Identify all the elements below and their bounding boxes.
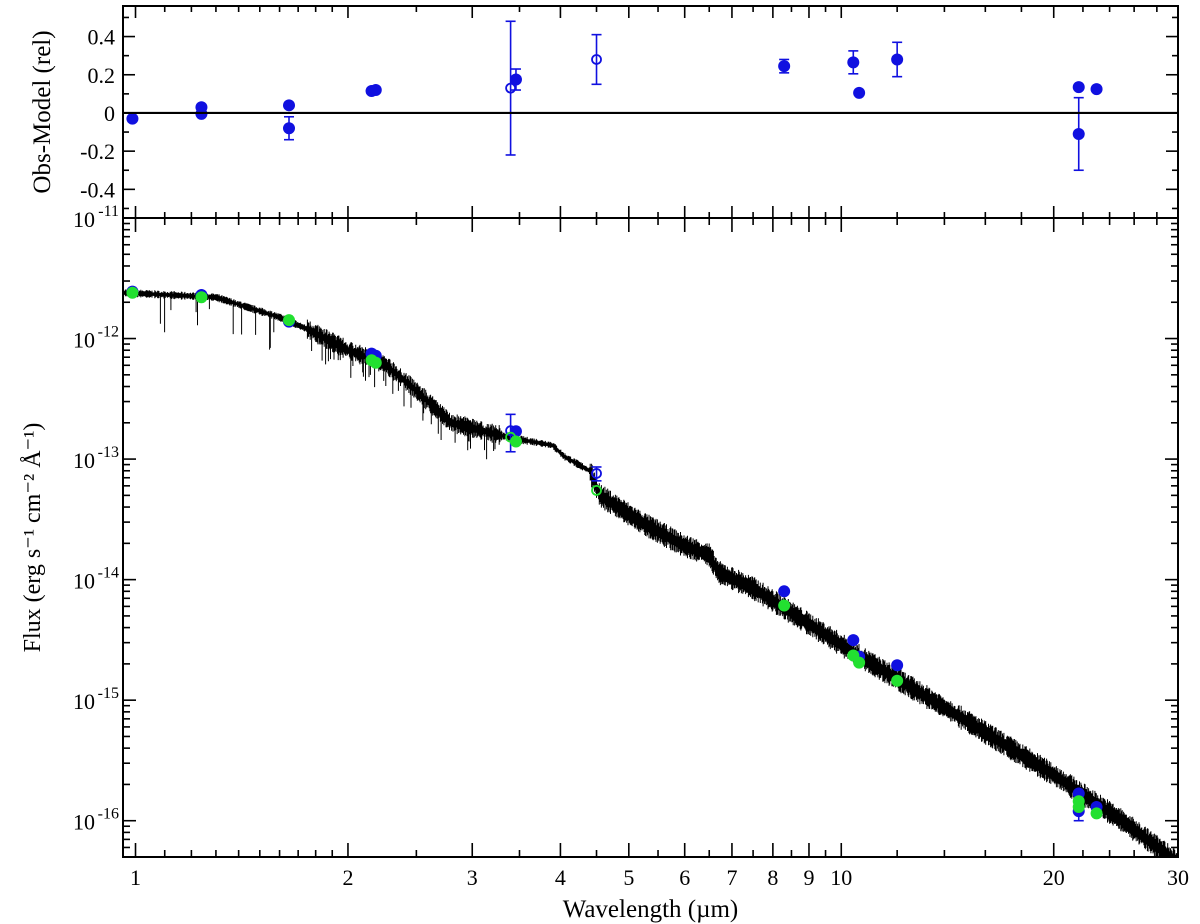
synthetic-flux-point	[126, 286, 139, 299]
residual-y-axis-label: Obs-Model (rel)	[29, 30, 56, 193]
x-tick-label: 9	[803, 865, 814, 890]
synthetic-flux-point	[853, 656, 866, 669]
synthetic-flux-point	[509, 435, 522, 448]
flux-y-tick-exponent: -13	[98, 444, 119, 461]
residual-point	[126, 112, 139, 125]
flux-y-axis-label: Flux (erg s⁻¹ cm⁻² Å⁻¹)	[20, 423, 46, 653]
flux-y-tick-exponent: -12	[98, 324, 119, 341]
flux-y-tick-label: 10	[73, 689, 95, 714]
x-tick-label: 10	[830, 865, 852, 890]
x-tick-label: 4	[555, 865, 566, 890]
flux-y-tick-label: 10	[73, 207, 95, 232]
flux-y-tick-label: 10	[73, 448, 95, 473]
residual-point	[1072, 127, 1085, 140]
sed-panel-frame	[122, 217, 1179, 858]
synthetic-flux-point	[195, 291, 208, 304]
residual-point	[778, 60, 791, 73]
x-tick-label: 20	[1043, 865, 1065, 890]
flux-y-tick-label: 10	[73, 328, 95, 353]
residual-point	[283, 99, 296, 112]
residual-data-points	[126, 20, 1103, 172]
residual-point	[283, 122, 296, 135]
synthetic-flux-point	[891, 674, 904, 687]
model-spectrum	[123, 289, 1178, 856]
axis-ticks	[123, 6, 1179, 858]
synthetic-flux-point	[1072, 800, 1085, 813]
residual-point	[505, 82, 517, 94]
observed-flux-point	[847, 634, 860, 647]
axis-tick-labels: 1 2 3 4 5 6 7 8 9 10 20 300.40.20-0.2-0.410-1110-12…	[73, 25, 1189, 890]
x-tick-label: 5	[623, 865, 634, 890]
x-tick-label: 8	[767, 865, 778, 890]
x-tick-label: 2	[342, 865, 353, 890]
residual-point	[891, 53, 904, 66]
synthetic-flux-point	[283, 314, 296, 327]
residual-point	[1072, 81, 1085, 94]
wavelength-x-axis-label: Wavelength (µm)	[563, 896, 739, 923]
residual-y-tick-label: -0.2	[80, 139, 115, 164]
flux-y-tick-exponent: -11	[98, 203, 119, 220]
residual-point	[847, 56, 860, 69]
residual-point	[509, 73, 522, 86]
residual-y-tick-label: -0.4	[80, 177, 115, 202]
synthetic-flux-point	[369, 356, 382, 369]
residual-point	[369, 84, 382, 97]
observed-flux-point	[509, 425, 522, 438]
residual-y-tick-label: 0.2	[88, 63, 116, 88]
flux-y-tick-exponent: -16	[98, 806, 119, 823]
synthetic-flux-point	[591, 484, 602, 496]
flux-y-tick-label: 10	[73, 810, 95, 835]
sed-data-points	[126, 285, 1103, 822]
residual-point	[1090, 83, 1103, 96]
residual-point	[591, 54, 602, 65]
residual-y-tick-label: 0	[104, 101, 115, 126]
flux-y-tick-exponent: -14	[98, 565, 119, 582]
observed-flux-point	[778, 585, 791, 598]
flux-y-tick-label: 10	[73, 569, 95, 594]
x-tick-label: 6	[679, 865, 690, 890]
x-tick-label: 7	[726, 865, 737, 890]
synthetic-flux-point	[1090, 807, 1103, 820]
x-tick-label: 3	[467, 865, 478, 890]
residual-y-tick-label: 0.4	[88, 25, 116, 50]
synthetic-flux-point	[778, 599, 791, 612]
residual-point	[853, 86, 866, 99]
flux-y-tick-exponent: -15	[98, 685, 119, 702]
x-tick-label: 1	[130, 865, 141, 890]
observed-flux-point	[591, 468, 602, 479]
model-spectrum-line	[123, 289, 1178, 856]
x-tick-label: 30	[1167, 865, 1189, 890]
observed-flux-point	[891, 659, 904, 672]
